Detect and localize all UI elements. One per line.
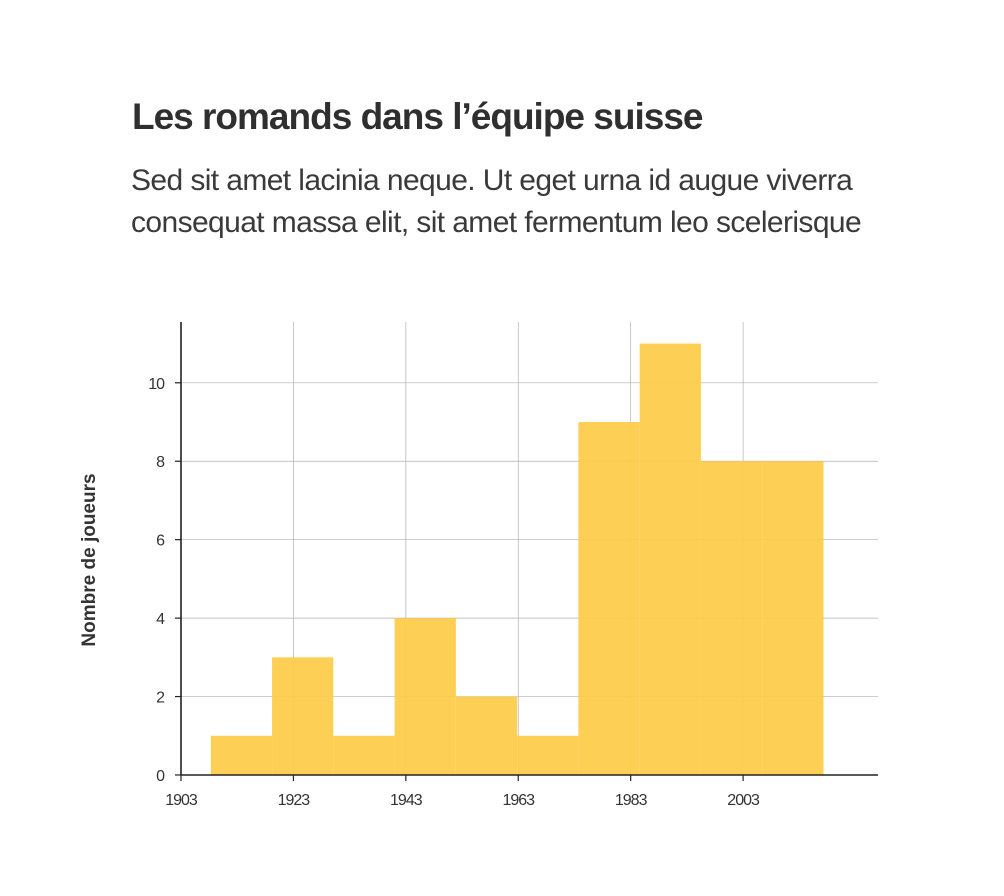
histogram-bar (272, 657, 334, 775)
x-tick-label: 1903 (165, 792, 198, 809)
x-tick-label: 1943 (390, 792, 423, 809)
y-tick-label: 4 (156, 611, 165, 628)
histogram-bar (455, 696, 518, 775)
x-tick-label: 2003 (727, 792, 760, 809)
chart-subtitle: Sed sit amet lacinia neque. Ut eget urna… (131, 164, 862, 239)
chart-title: Les romands dans l’équipe suisse (132, 96, 703, 137)
histogram-bar (700, 461, 763, 775)
histogram-bar (394, 618, 456, 775)
histogram-bar (762, 461, 824, 775)
histogram-bar (210, 735, 273, 775)
x-tick-label: 1963 (502, 792, 535, 809)
x-tick-label: 1983 (615, 792, 648, 809)
histogram-bars (210, 343, 824, 775)
y-tick-label: 10 (148, 376, 165, 393)
y-tick-label: 2 (156, 690, 165, 707)
histogram-bar (333, 735, 395, 775)
axes (175, 322, 878, 781)
x-tick-label: 1923 (278, 792, 311, 809)
histogram-bar (517, 735, 579, 775)
y-tick-label: 8 (156, 454, 165, 471)
histogram-bar (639, 343, 701, 775)
y-tick-label: 0 (156, 768, 165, 785)
histogram-bar (578, 422, 640, 775)
tick-labels: 1903 1923 1943 1963 1983 2003 0 2 4 6 8 10 (148, 376, 761, 809)
y-tick-label: 6 (156, 533, 165, 550)
